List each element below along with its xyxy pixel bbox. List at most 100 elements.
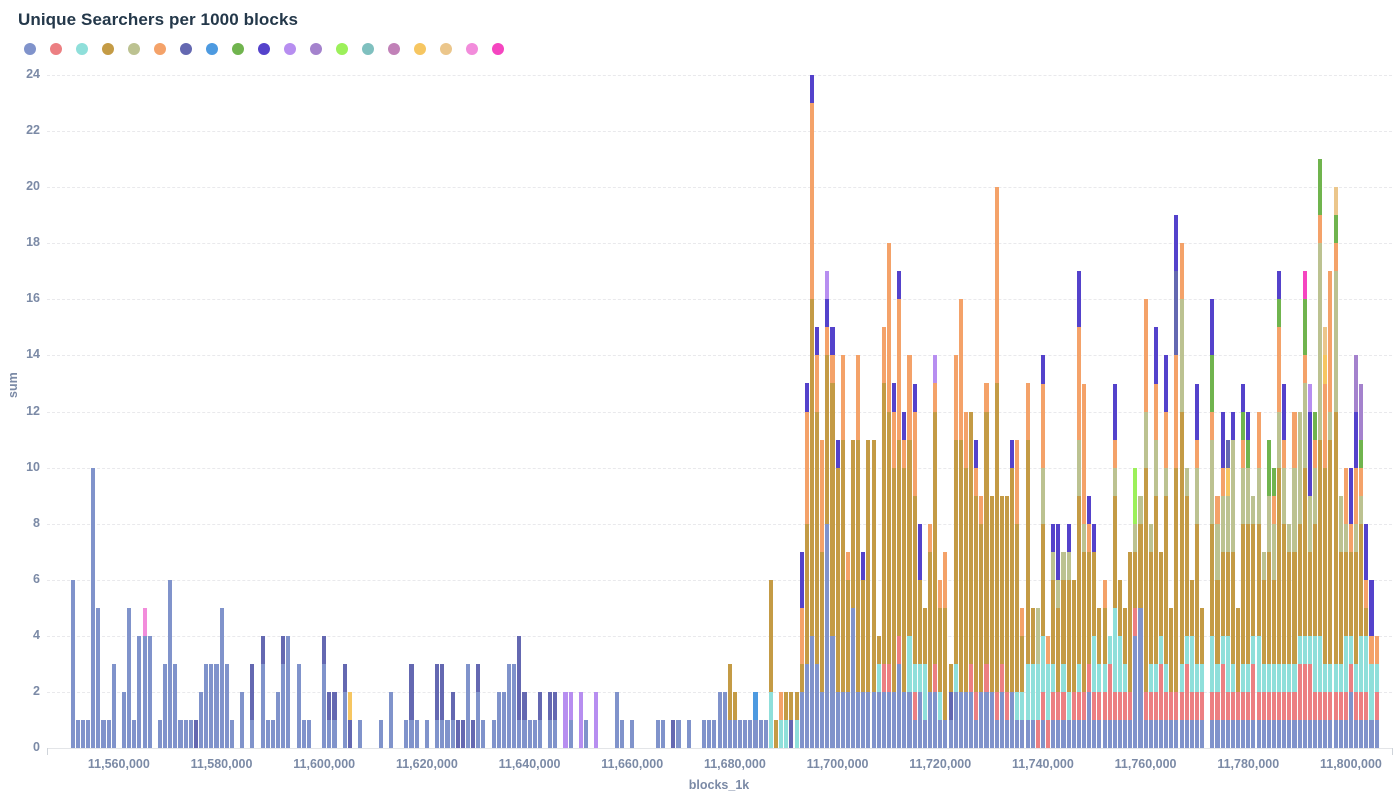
stacked-bar-11803k[interactable]: [1364, 523, 1369, 748]
stacked-bar-11702k[interactable]: [845, 551, 850, 748]
stacked-bar-11593k[interactable]: [286, 635, 291, 748]
legend-dot-periwinkle[interactable]: [24, 43, 36, 55]
stacked-bar-11722k[interactable]: [948, 663, 953, 748]
stacked-bar-11597k[interactable]: [306, 719, 311, 748]
stacked-bar-11580k[interactable]: [219, 607, 224, 748]
stacked-bar-11558k[interactable]: [106, 719, 111, 748]
legend-dot-orchid[interactable]: [388, 43, 400, 55]
stacked-bar-11691k[interactable]: [789, 691, 794, 748]
stacked-bar-11669k[interactable]: [676, 719, 681, 748]
stacked-bar-11711k[interactable]: [892, 383, 897, 748]
stacked-bar-11753k[interactable]: [1107, 635, 1112, 748]
stacked-bar-11604k[interactable]: [342, 663, 347, 748]
stacked-bar-11699k[interactable]: [830, 327, 835, 748]
stacked-bar-11784k[interactable]: [1266, 439, 1271, 748]
stacked-bar-11624k[interactable]: [445, 719, 450, 748]
stacked-bar-11557k[interactable]: [101, 719, 106, 748]
stacked-bar-11709k[interactable]: [881, 327, 886, 748]
stacked-bar-11569k[interactable]: [163, 663, 168, 748]
stacked-bar-11707k[interactable]: [871, 439, 876, 748]
stacked-bar-11577k[interactable]: [204, 663, 209, 748]
legend-dot-dark-goldenrod[interactable]: [102, 43, 114, 55]
stacked-bar-11642k[interactable]: [537, 691, 542, 748]
stacked-bar-11743k[interactable]: [1056, 523, 1061, 748]
stacked-bar-11757k[interactable]: [1128, 551, 1133, 748]
stacked-bar-11689k[interactable]: [779, 691, 784, 748]
stacked-bar-11638k[interactable]: [517, 635, 522, 748]
stacked-bar-11628k[interactable]: [465, 663, 471, 748]
stacked-bar-11686k[interactable]: [763, 719, 768, 748]
stacked-bar-11728k[interactable]: [979, 495, 984, 748]
stacked-bar-11771k[interactable]: [1200, 607, 1205, 748]
stacked-bar-11741k[interactable]: [1046, 635, 1051, 748]
stacked-bar-11596k[interactable]: [301, 719, 306, 748]
stacked-bar-11581k[interactable]: [224, 663, 229, 748]
stacked-bar-11779k[interactable]: [1241, 383, 1246, 748]
stacked-bar-11736k[interactable]: [1020, 607, 1025, 748]
stacked-bar-11763k[interactable]: [1158, 551, 1164, 748]
stacked-bar-11705k[interactable]: [861, 551, 866, 748]
stacked-bar-11797k[interactable]: [1333, 187, 1338, 748]
stacked-bar-11591k[interactable]: [276, 691, 281, 748]
stacked-bar-11635k[interactable]: [501, 691, 506, 748]
stacked-bar-11738k[interactable]: [1030, 607, 1035, 748]
stacked-bar-11692k[interactable]: [794, 691, 799, 748]
stacked-bar-11775k[interactable]: [1220, 411, 1225, 748]
stacked-bar-11790k[interactable]: [1297, 411, 1302, 748]
legend-dot-salmon[interactable]: [50, 43, 62, 55]
stacked-bar-11783k[interactable]: [1261, 551, 1266, 748]
stacked-bar-11644k[interactable]: [548, 691, 553, 748]
stacked-bar-11798k[interactable]: [1338, 495, 1343, 748]
stacked-bar-11554k[interactable]: [86, 719, 91, 748]
legend-dot-azure[interactable]: [206, 43, 218, 55]
stacked-bar-11582k[interactable]: [229, 719, 234, 748]
stacked-bar-11786k[interactable]: [1277, 271, 1282, 748]
stacked-bar-11680k[interactable]: [732, 691, 737, 748]
stacked-bar-11778k[interactable]: [1235, 607, 1241, 748]
stacked-bar-11695k[interactable]: [809, 75, 814, 748]
stacked-bar-11737k[interactable]: [1025, 383, 1030, 748]
stacked-bar-11677k[interactable]: [717, 691, 722, 748]
legend-dot-dull-teal[interactable]: [362, 43, 374, 55]
stacked-bar-11795k[interactable]: [1323, 327, 1328, 748]
stacked-bar-11595k[interactable]: [296, 663, 301, 748]
stacked-bar-11682k[interactable]: [743, 719, 748, 748]
stacked-bar-11658k[interactable]: [619, 719, 625, 748]
stacked-bar-11704k[interactable]: [856, 355, 861, 748]
stacked-bar-11739k[interactable]: [1035, 607, 1040, 748]
stacked-bar-11684k[interactable]: [753, 691, 758, 748]
stacked-bar-11793k[interactable]: [1312, 411, 1318, 748]
stacked-bar-11747k[interactable]: [1076, 271, 1081, 748]
stacked-bar-11789k[interactable]: [1292, 411, 1297, 748]
stacked-bar-11586k[interactable]: [250, 663, 255, 748]
stacked-bar-11788k[interactable]: [1287, 523, 1292, 748]
stacked-bar-11565k[interactable]: [142, 607, 147, 748]
stacked-bar-11611k[interactable]: [378, 719, 383, 748]
stacked-bar-11762k[interactable]: [1153, 327, 1158, 748]
stacked-bar-11774k[interactable]: [1215, 495, 1220, 748]
stacked-bar-11573k[interactable]: [183, 719, 188, 748]
stacked-bar-11802k[interactable]: [1359, 383, 1364, 748]
stacked-bar-11703k[interactable]: [850, 439, 856, 748]
stacked-bar-11717k[interactable]: [922, 607, 927, 748]
stacked-bar-11769k[interactable]: [1189, 579, 1194, 748]
stacked-bar-11634k[interactable]: [496, 691, 501, 748]
stacked-bar-11730k[interactable]: [989, 495, 994, 748]
stacked-bar-11551k[interactable]: [70, 579, 75, 748]
stacked-bar-11640k[interactable]: [527, 719, 532, 748]
stacked-bar-11627k[interactable]: [460, 719, 465, 748]
stacked-bar-11687k[interactable]: [768, 579, 773, 748]
stacked-bar-11767k[interactable]: [1179, 243, 1184, 748]
stacked-bar-11618k[interactable]: [414, 719, 419, 748]
stacked-bar-11698k[interactable]: [825, 271, 830, 748]
legend-dot-orange[interactable]: [154, 43, 166, 55]
stacked-bar-11701k[interactable]: [840, 355, 845, 748]
stacked-bar-11764k[interactable]: [1164, 355, 1169, 748]
stacked-bar-11715k[interactable]: [912, 383, 917, 748]
stacked-bar-11592k[interactable]: [281, 635, 286, 748]
stacked-bar-11648k[interactable]: [568, 691, 573, 748]
stacked-bar-11566k[interactable]: [147, 635, 152, 748]
stacked-bar-11688k[interactable]: [773, 719, 779, 748]
stacked-bar-11716k[interactable]: [917, 523, 922, 748]
legend-dot-indigo[interactable]: [258, 43, 270, 55]
